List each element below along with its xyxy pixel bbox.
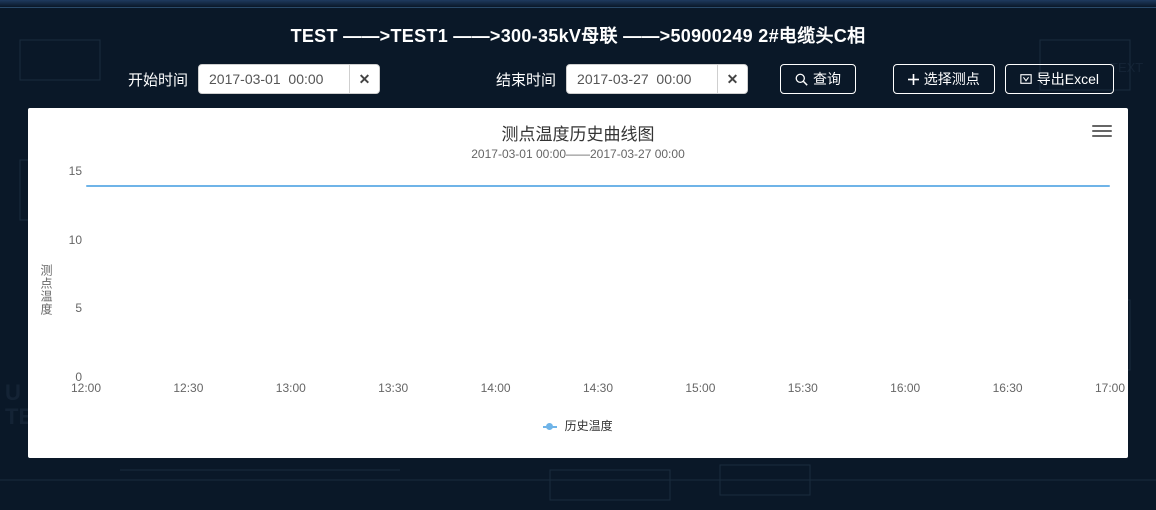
breadcrumb: TEST ——>TEST1 ——>300-35kV母联 ——>50900249 … (28, 16, 1128, 58)
x-tick: 16:30 (993, 381, 1023, 395)
query-button[interactable]: 查询 (780, 64, 856, 94)
legend-label: 历史温度 (565, 419, 613, 433)
query-button-label: 查询 (813, 69, 841, 89)
series-line (86, 185, 1110, 187)
x-tick: 15:30 (788, 381, 818, 395)
y-tick: 10 (52, 233, 82, 247)
end-time-field[interactable] (567, 65, 717, 93)
x-tick: 16:00 (890, 381, 920, 395)
select-point-button-label: 选择测点 (924, 69, 980, 89)
top-strip (0, 0, 1156, 8)
x-tick: 13:00 (276, 381, 306, 395)
export-excel-button-label: 导出Excel (1037, 69, 1099, 89)
start-time-field[interactable] (199, 65, 349, 93)
select-point-button[interactable]: 选择测点 (893, 64, 995, 94)
export-excel-button[interactable]: 导出Excel (1005, 64, 1114, 94)
chart-legend: 历史温度 (42, 417, 1114, 434)
end-time-clear-icon[interactable]: ✕ (717, 65, 747, 93)
export-icon (1020, 73, 1032, 85)
start-time-clear-icon[interactable]: ✕ (349, 65, 379, 93)
chart-plot-area: 051015 12:0012:3013:0013:3014:0014:3015:… (86, 171, 1110, 377)
end-time-label: 结束时间 (496, 69, 556, 90)
y-tick: 5 (52, 301, 82, 315)
x-tick: 14:30 (583, 381, 613, 395)
x-tick: 17:00 (1095, 381, 1125, 395)
chart-menu-icon[interactable] (1092, 122, 1112, 138)
search-icon (795, 73, 808, 86)
legend-swatch (543, 426, 557, 428)
y-tick: 15 (52, 164, 82, 178)
start-time-input[interactable]: ✕ (198, 64, 380, 94)
chart-card: 测点温度历史曲线图 2017-03-01 00:00——2017-03-27 0… (28, 108, 1128, 458)
filter-toolbar: 开始时间 ✕ 结束时间 ✕ 查询 选择测点 (28, 58, 1128, 108)
x-tick: 15:00 (685, 381, 715, 395)
x-tick: 12:30 (173, 381, 203, 395)
end-time-input[interactable]: ✕ (566, 64, 748, 94)
x-tick: 13:30 (378, 381, 408, 395)
chart-title: 测点温度历史曲线图 (42, 120, 1114, 145)
start-time-label: 开始时间 (128, 69, 188, 90)
plus-icon (908, 74, 919, 85)
chart-subtitle: 2017-03-01 00:00——2017-03-27 00:00 (42, 147, 1114, 161)
x-tick: 14:00 (481, 381, 511, 395)
x-tick: 12:00 (71, 381, 101, 395)
